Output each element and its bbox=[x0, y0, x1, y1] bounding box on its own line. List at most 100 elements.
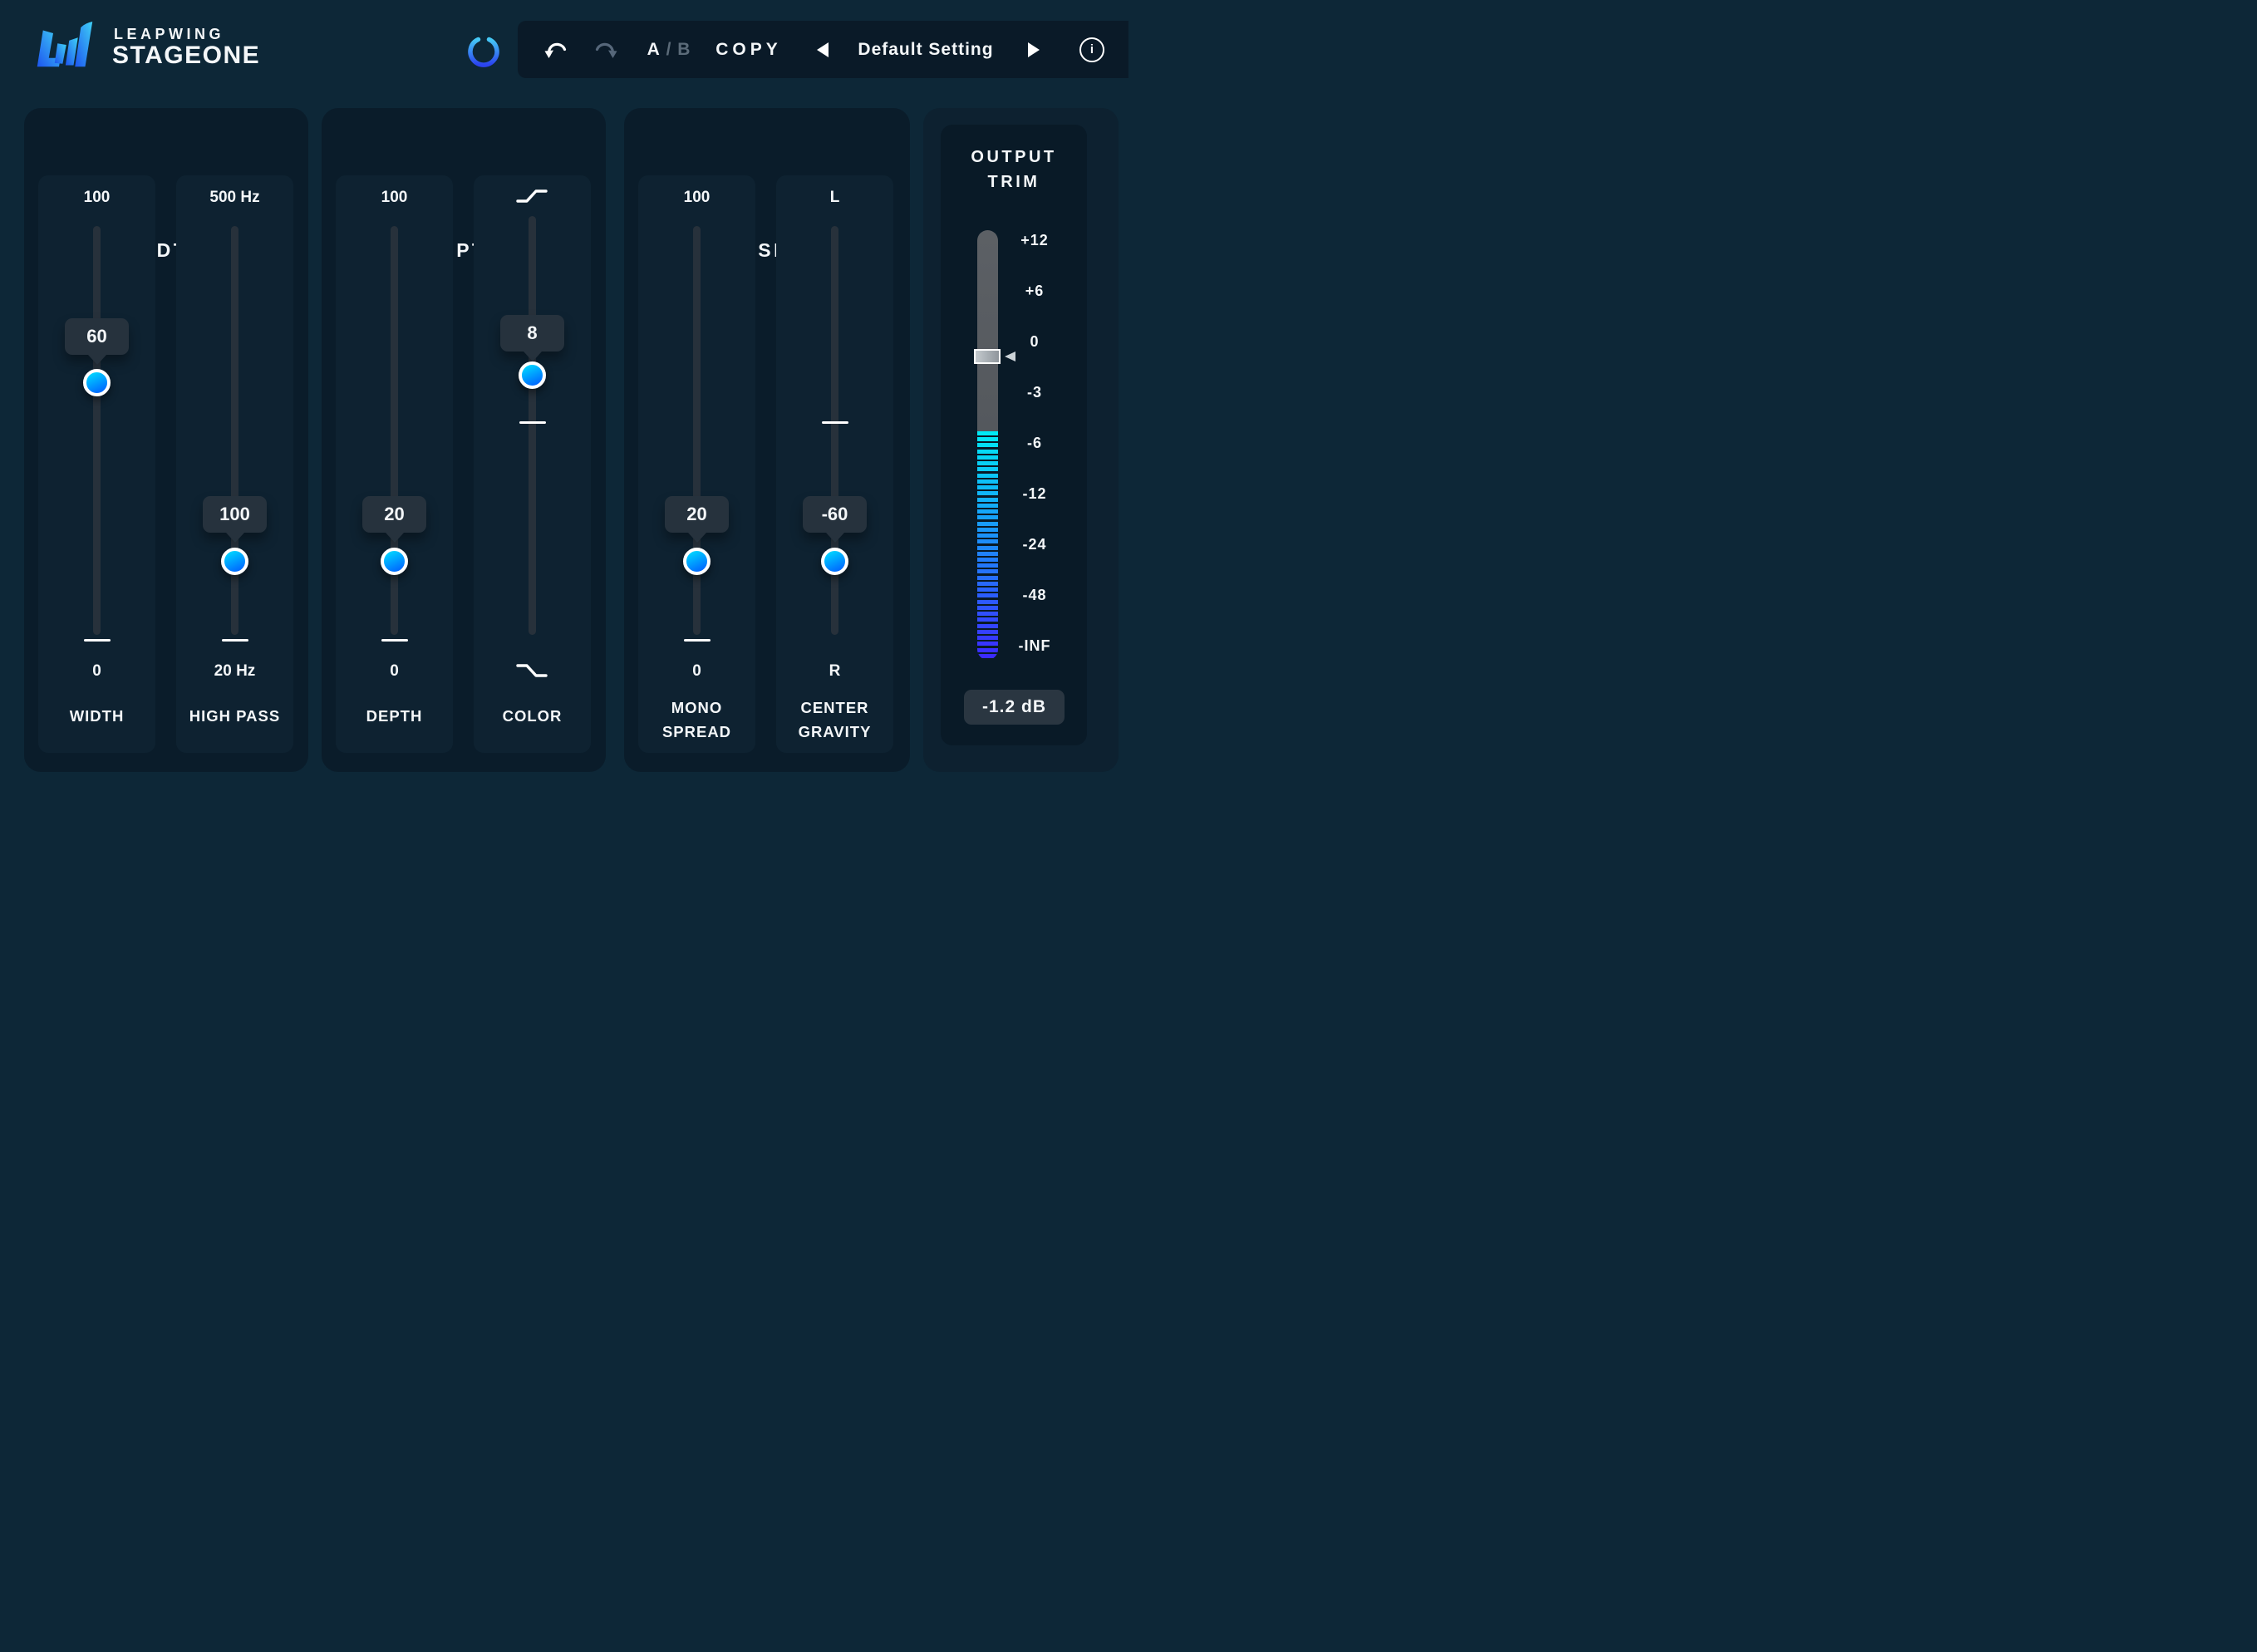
meter-segment bbox=[977, 593, 998, 598]
undo-icon bbox=[544, 42, 567, 58]
mono-spread-min-label: 0 bbox=[692, 662, 701, 680]
width-max-label: 100 bbox=[83, 189, 111, 206]
output-trim-inner: OUTPUT TRIM +12 +6 0 -3 -6 -12 -24 -48 -INF -1.2… bbox=[941, 125, 1087, 745]
meter-segment bbox=[977, 636, 998, 641]
color-slider-column: 8 COLOR bbox=[474, 175, 591, 753]
product-name: STAGEONE bbox=[112, 42, 261, 69]
depth-slider-track[interactable] bbox=[391, 226, 398, 635]
width-min-tick bbox=[84, 639, 111, 642]
color-slider-track[interactable] bbox=[529, 216, 536, 635]
width-slider-track[interactable] bbox=[93, 226, 101, 635]
meter-scale-label: -48 bbox=[1022, 587, 1047, 603]
meter-segment bbox=[977, 479, 998, 484]
meter-segment bbox=[977, 455, 998, 460]
high-pass-min-tick bbox=[222, 639, 248, 642]
ab-compare-button[interactable]: A / B bbox=[627, 21, 711, 78]
redo-icon bbox=[595, 42, 617, 58]
depth-max-label: 100 bbox=[381, 189, 408, 206]
meter-segment bbox=[977, 642, 998, 647]
width-panel: WIDTH 100 60 0 WIDTH 500 Hz 100 20 Hz bbox=[24, 108, 308, 772]
meter-segment bbox=[977, 623, 998, 628]
mono-spread-slider-handle[interactable] bbox=[683, 548, 711, 575]
center-gravity-slider-handle[interactable] bbox=[821, 548, 848, 575]
width-slider-column: 100 60 0 WIDTH bbox=[38, 175, 155, 753]
trim-pointer-icon bbox=[1005, 352, 1015, 361]
copy-button[interactable]: COPY bbox=[715, 39, 782, 59]
meter-scale-label: +6 bbox=[1025, 283, 1045, 299]
meter-segment bbox=[977, 461, 998, 466]
next-preset-button[interactable] bbox=[1021, 21, 1046, 78]
meter-segment bbox=[977, 497, 998, 502]
undo-button[interactable] bbox=[541, 21, 571, 78]
meter-segment bbox=[977, 449, 998, 454]
ab-b-label: B bbox=[677, 39, 691, 59]
depth-value-badge: 20 bbox=[362, 496, 426, 533]
preset-name[interactable]: Default Setting bbox=[858, 39, 994, 59]
high-pass-value-badge: 100 bbox=[203, 496, 267, 533]
output-meter-gray-zone bbox=[977, 230, 998, 431]
meter-scale-label: -3 bbox=[1026, 384, 1042, 401]
output-trim-panel: OUTPUT TRIM +12 +6 0 -3 -6 -12 -24 -48 -INF -1.2… bbox=[923, 108, 1119, 772]
meter-segment bbox=[977, 515, 998, 520]
meter-segment bbox=[977, 653, 998, 658]
meter-segment bbox=[977, 647, 998, 652]
center-gravity-slider-column: L -60 R CENTER GRAVITY bbox=[776, 175, 893, 753]
center-gravity-name-label: CENTER GRAVITY bbox=[798, 699, 872, 740]
redo-button[interactable] bbox=[591, 21, 621, 78]
width-slider-handle[interactable] bbox=[83, 369, 111, 396]
meter-segment bbox=[977, 617, 998, 622]
meter-segment bbox=[977, 509, 998, 514]
meter-segment bbox=[977, 629, 998, 634]
high-pass-min-label: 20 Hz bbox=[214, 662, 256, 680]
width-min-label: 0 bbox=[92, 662, 101, 680]
meter-segment bbox=[977, 545, 998, 550]
mono-spread-slider-column: 100 20 0 MONO SPREAD bbox=[638, 175, 755, 753]
center-gravity-max-label: L bbox=[829, 189, 840, 206]
meter-segment bbox=[977, 485, 998, 490]
meter-segment bbox=[977, 431, 998, 435]
info-button[interactable]: i bbox=[1079, 21, 1104, 78]
mono-spread-max-label: 100 bbox=[683, 189, 711, 206]
color-slider-handle[interactable] bbox=[519, 361, 546, 389]
depth-slider-handle[interactable] bbox=[381, 548, 408, 575]
toolbar: A / B COPY Default Setting i bbox=[518, 21, 1128, 78]
mono-spread-panel: MONO SPREAD 100 20 0 MONO SPREAD L -60 bbox=[624, 108, 910, 772]
meter-scale-label: -6 bbox=[1026, 435, 1042, 451]
meter-scale-label: -24 bbox=[1022, 536, 1047, 553]
mono-spread-min-tick bbox=[684, 639, 711, 642]
previous-preset-button[interactable] bbox=[810, 21, 835, 78]
output-trim-title-line1: OUTPUT bbox=[971, 148, 1057, 166]
meter-segment bbox=[977, 557, 998, 562]
output-trim-readout: -1.2 dB bbox=[964, 690, 1065, 725]
meter-segment bbox=[977, 563, 998, 568]
depth-name-label: DEPTH bbox=[366, 707, 423, 725]
meter-segment bbox=[977, 467, 998, 472]
meter-segment bbox=[977, 599, 998, 604]
meter-segment bbox=[977, 575, 998, 580]
depth-min-tick bbox=[381, 639, 408, 642]
stageone-plugin-window: LEAPWING STAGEONE A / B bbox=[0, 0, 1128, 826]
meter-scale-label: 0 bbox=[1030, 333, 1040, 350]
meter-segment bbox=[977, 605, 998, 610]
depth-min-label: 0 bbox=[390, 662, 399, 680]
mono-spread-slider-track[interactable] bbox=[693, 226, 701, 635]
mono-spread-name-label: MONO SPREAD bbox=[661, 699, 732, 740]
high-pass-slider-track[interactable] bbox=[231, 226, 238, 635]
meter-segment bbox=[977, 443, 998, 448]
meter-segment bbox=[977, 503, 998, 508]
high-pass-slider-handle[interactable] bbox=[221, 548, 248, 575]
center-gravity-value-badge: -60 bbox=[803, 496, 867, 533]
meter-segment bbox=[977, 491, 998, 496]
color-center-tick bbox=[519, 421, 546, 424]
center-gravity-slider-track[interactable] bbox=[831, 226, 838, 635]
master-power-button[interactable] bbox=[465, 32, 502, 68]
output-trim-handle[interactable] bbox=[974, 349, 1001, 364]
brand-name: LEAPWING bbox=[114, 26, 224, 42]
meter-segment bbox=[977, 612, 998, 617]
high-pass-max-label: 500 Hz bbox=[209, 189, 260, 206]
meter-segment bbox=[977, 533, 998, 538]
meter-segment bbox=[977, 527, 998, 532]
high-pass-slider-column: 500 Hz 100 20 Hz HIGH PASS bbox=[176, 175, 293, 753]
low-shelf-curve-icon bbox=[516, 664, 548, 677]
meter-scale-label: -12 bbox=[1022, 485, 1047, 502]
